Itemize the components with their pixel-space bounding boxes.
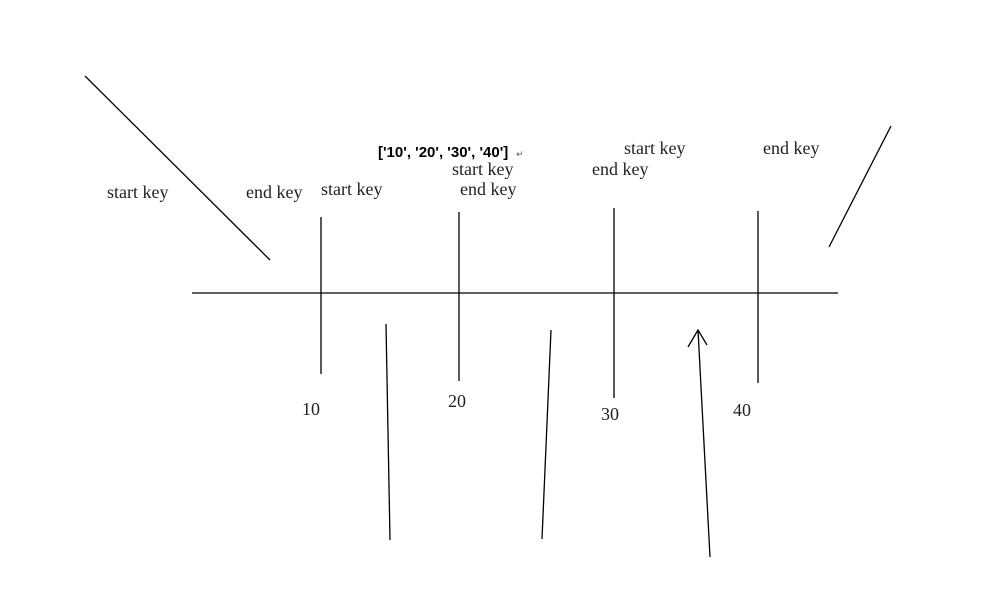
tick-label-40: 40 bbox=[733, 400, 751, 420]
tick-label-10: 10 bbox=[302, 399, 320, 419]
pointer-line-bottom-2 bbox=[541, 329, 552, 540]
tick-label-30: 30 bbox=[601, 404, 619, 424]
return-mark: ↵ bbox=[516, 150, 524, 160]
end-key-label-1: end key bbox=[246, 182, 302, 202]
pointer-line-left bbox=[84, 75, 271, 261]
start-key-label-1: start key bbox=[107, 182, 168, 202]
pointer-line-bottom-1 bbox=[385, 323, 391, 541]
arrow-shaft bbox=[697, 329, 711, 558]
key-list-label: ['10', '20', '30', '40'] bbox=[378, 144, 508, 161]
pointer-line-right bbox=[828, 125, 892, 248]
start-key-label-4: start key bbox=[624, 138, 685, 158]
start-key-label-3: start key bbox=[452, 159, 513, 179]
arrow-head-icon bbox=[687, 328, 708, 348]
end-key-label-2: end key bbox=[460, 179, 516, 199]
tick-label-20: 20 bbox=[448, 391, 466, 411]
start-key-label-2: start key bbox=[321, 179, 382, 199]
end-key-label-3: end key bbox=[592, 159, 648, 179]
end-key-label-4: end key bbox=[763, 138, 819, 158]
